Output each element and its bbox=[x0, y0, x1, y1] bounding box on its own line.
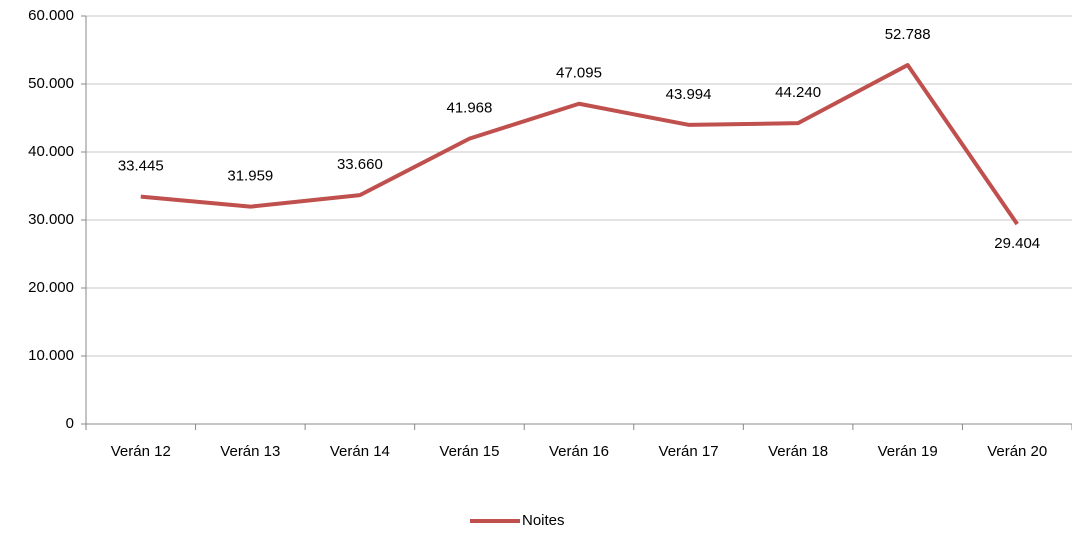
x-tick-label: Verán 19 bbox=[878, 443, 938, 460]
x-tick-label: Verán 13 bbox=[220, 443, 280, 460]
data-label: 31.959 bbox=[227, 168, 273, 185]
y-tick-label: 20.000 bbox=[28, 279, 74, 296]
legend-label: Noites bbox=[522, 512, 565, 529]
data-label: 44.240 bbox=[775, 84, 821, 101]
y-tick-label: 60.000 bbox=[28, 7, 74, 24]
y-tick-label: 30.000 bbox=[28, 211, 74, 228]
y-tick-label: 10.000 bbox=[28, 347, 74, 364]
data-label: 33.660 bbox=[337, 156, 383, 173]
x-tick-label: Verán 12 bbox=[111, 443, 171, 460]
x-tick-label: Verán 17 bbox=[659, 443, 719, 460]
data-label: 52.788 bbox=[885, 26, 931, 43]
x-tick-label: Verán 14 bbox=[330, 443, 390, 460]
x-tick-label: Verán 15 bbox=[439, 443, 499, 460]
y-tick-label: 40.000 bbox=[28, 143, 74, 160]
data-label: 41.968 bbox=[446, 100, 492, 117]
y-tick-label: 50.000 bbox=[28, 75, 74, 92]
y-tick-label: 0 bbox=[66, 415, 74, 432]
data-label: 29.404 bbox=[994, 235, 1040, 252]
x-tick-label: Verán 20 bbox=[987, 443, 1047, 460]
series-line bbox=[140, 63, 1019, 226]
data-label: 33.445 bbox=[118, 158, 164, 175]
data-label: 43.994 bbox=[666, 86, 712, 103]
data-label: 47.095 bbox=[556, 65, 602, 82]
x-tick-label: Verán 16 bbox=[549, 443, 609, 460]
x-tick-label: Verán 18 bbox=[768, 443, 828, 460]
